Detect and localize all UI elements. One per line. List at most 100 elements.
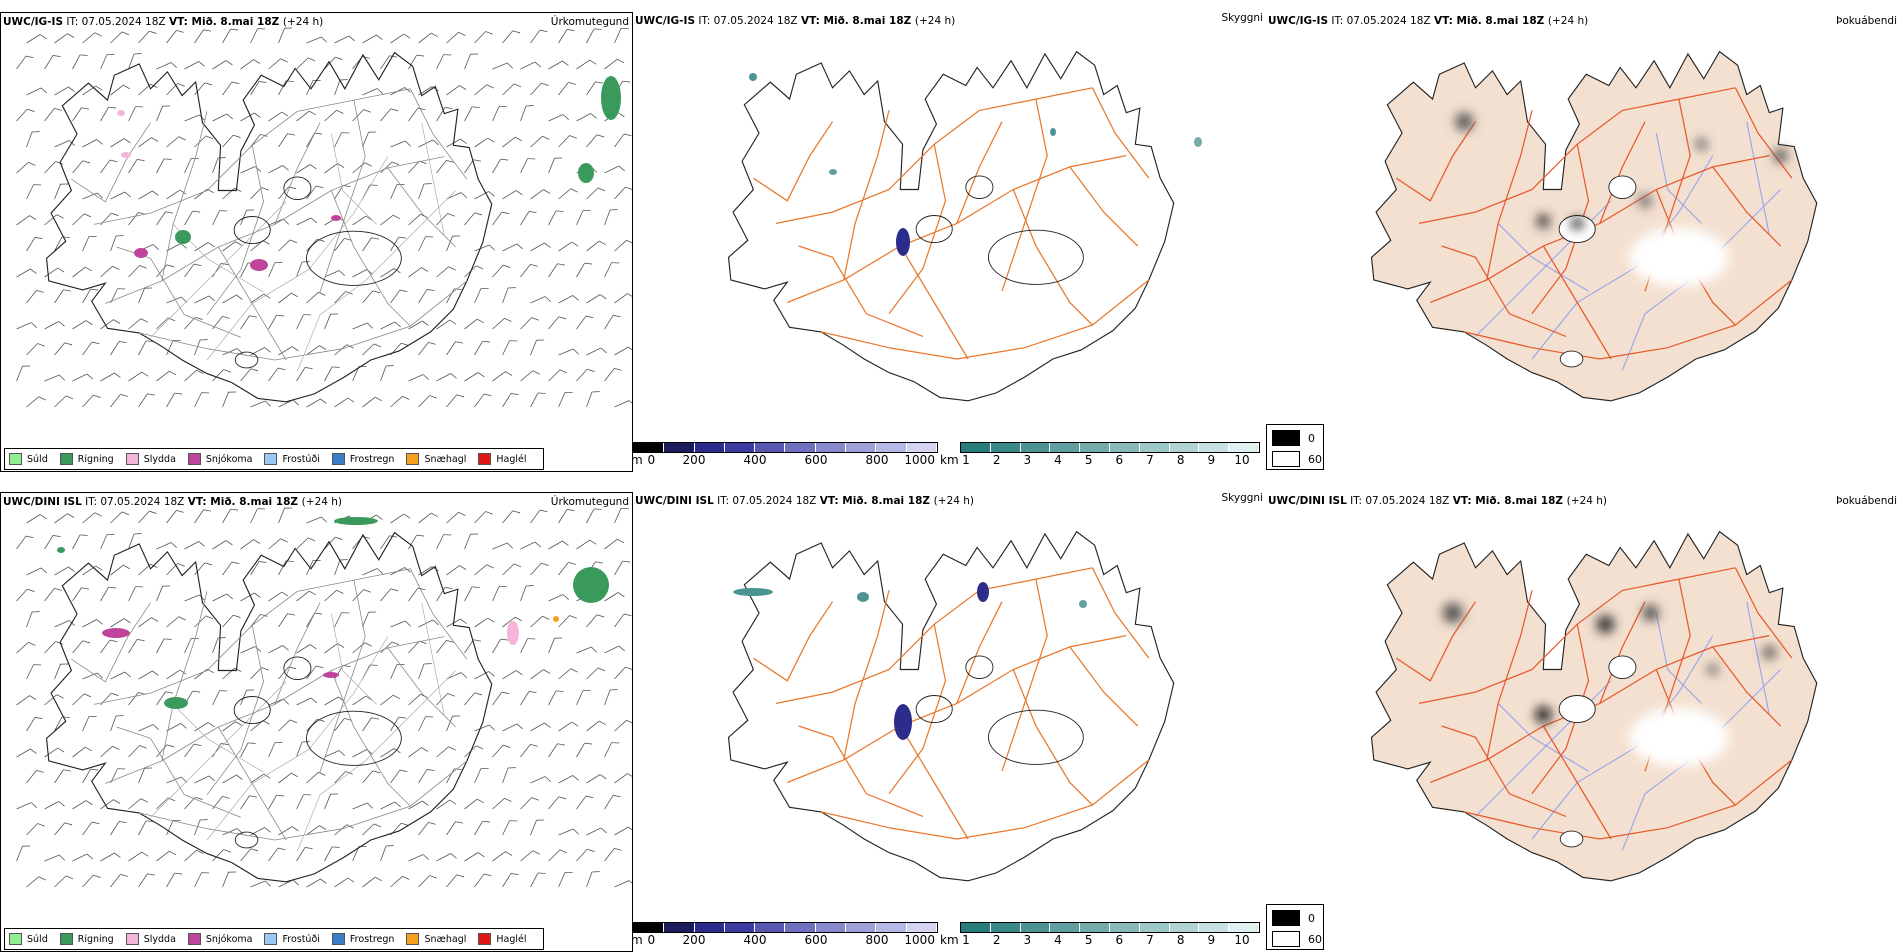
- wind-barb: [464, 586, 480, 602]
- wind-barb: [380, 845, 394, 862]
- wind-barb: [380, 321, 401, 330]
- low-visibility-areas: [749, 73, 1202, 256]
- wind-barb: [586, 187, 606, 200]
- colorbar-cell: [634, 923, 665, 932]
- colorbar-cell: [961, 443, 991, 452]
- wind-barb: [418, 663, 432, 680]
- init-time: IT: 07.05.2024 18Z: [85, 496, 188, 508]
- wind-barb: [604, 58, 625, 70]
- wind-barb: [334, 397, 355, 408]
- legend-label: Slydda: [143, 933, 176, 945]
- legend-item: Snjókoma: [187, 453, 252, 465]
- wind-barb: [390, 87, 411, 96]
- wind-barb: [390, 567, 411, 576]
- wind-barb: [250, 667, 269, 680]
- wind-barb: [530, 615, 550, 628]
- fog-map: [1370, 531, 1818, 882]
- wind-barb: [586, 134, 605, 148]
- wind-barb: [54, 289, 72, 304]
- wind-barb: [268, 847, 286, 862]
- colorbar-cell: [815, 443, 847, 452]
- panel-title: Skyggni: [1221, 492, 1264, 504]
- wind-barb: [100, 159, 118, 174]
- colorbar-cell: [1109, 923, 1140, 932]
- fog-free-area: [1629, 227, 1729, 287]
- wind-barb: [156, 62, 178, 70]
- wind-barb: [614, 880, 632, 888]
- wind-barb: [166, 189, 187, 200]
- init-time: IT: 07.05.2024 18Z: [1331, 15, 1434, 27]
- wind-barb: [240, 209, 255, 226]
- wind-barb: [408, 107, 426, 122]
- valid-time-label: VT:: [168, 16, 192, 28]
- low-visibility-area: [829, 169, 837, 175]
- visibility-panel: UWC/IG-IS IT: 07.05.2024 18Z VT: Mið. 8.…: [633, 12, 1266, 472]
- wind-barb: [390, 395, 410, 408]
- wind-barb: [586, 81, 604, 96]
- wind-barb: [352, 589, 371, 602]
- colorbar-tick: 600: [804, 453, 828, 467]
- glacier-outline: [1608, 175, 1637, 199]
- wind-barb: [614, 507, 629, 524]
- wind-barb: [26, 717, 43, 732]
- wind-barb: [548, 796, 567, 810]
- wind-barb: [502, 190, 523, 200]
- wind-barb: [408, 54, 425, 70]
- precip-area: [164, 697, 188, 709]
- wind-barb: [54, 566, 75, 576]
- wind-barb: [362, 876, 383, 888]
- fog-signal: [1642, 605, 1659, 621]
- fog-signals: [1442, 602, 1777, 723]
- wind-barb: [222, 241, 243, 252]
- lead-time: (+24 h): [914, 15, 956, 27]
- wind-barb: [44, 214, 64, 226]
- wind-barb: [324, 846, 340, 862]
- wind-barb: [492, 317, 512, 330]
- wind-barb: [324, 793, 339, 810]
- wind-barb: [520, 797, 539, 810]
- wind-barb: [268, 698, 290, 706]
- wind-barb: [54, 183, 69, 200]
- wind-barb: [446, 31, 466, 44]
- wind-barb: [502, 136, 523, 148]
- wind-barb: [278, 507, 293, 524]
- wind-barb: [530, 722, 551, 732]
- wind-barb: [436, 107, 453, 122]
- precip-area: [57, 547, 65, 553]
- glacier-outline: [965, 655, 994, 679]
- wind-barb: [464, 106, 480, 122]
- wind-barb: [446, 768, 462, 784]
- wind-barb: [240, 848, 259, 862]
- wind-barb: [296, 314, 312, 330]
- legend-swatch: [406, 933, 420, 945]
- glacier-outline: [1559, 830, 1584, 848]
- fog-signal: [1535, 706, 1552, 723]
- wind-barb: [194, 82, 213, 96]
- fog-indicator-panel: UWC/DINI ISL IT: 07.05.2024 18Z VT: Mið.…: [1266, 492, 1900, 952]
- legend-swatch: [125, 453, 139, 465]
- wind-barb: [278, 772, 299, 784]
- wind-barb: [156, 585, 171, 602]
- wind-barb: [166, 136, 186, 148]
- colorbar-tick: 5: [1084, 453, 1093, 467]
- wind-barb: [408, 800, 429, 810]
- wind-barb: [324, 589, 344, 602]
- colorbar-tick: 9: [1207, 453, 1216, 467]
- wind-barb: [530, 189, 551, 200]
- legend-item: Snæhagl: [406, 933, 466, 945]
- wind-barb: [334, 559, 348, 576]
- wind-barb: [156, 691, 174, 706]
- colorbar-cell: [1139, 443, 1170, 452]
- wind-barb: [390, 183, 405, 200]
- wind-barb: [558, 509, 575, 524]
- wind-barb: [492, 105, 507, 122]
- lead-time: (+24 h): [301, 496, 343, 508]
- wind-barb: [502, 287, 516, 304]
- wind-barb: [128, 212, 146, 226]
- legend-swatch: [478, 453, 492, 465]
- glacier-outline: [233, 696, 271, 725]
- wind-barb: [194, 392, 210, 408]
- wind-barb: [380, 535, 398, 550]
- wind-barb: [212, 157, 226, 174]
- wind-barb: [222, 871, 237, 888]
